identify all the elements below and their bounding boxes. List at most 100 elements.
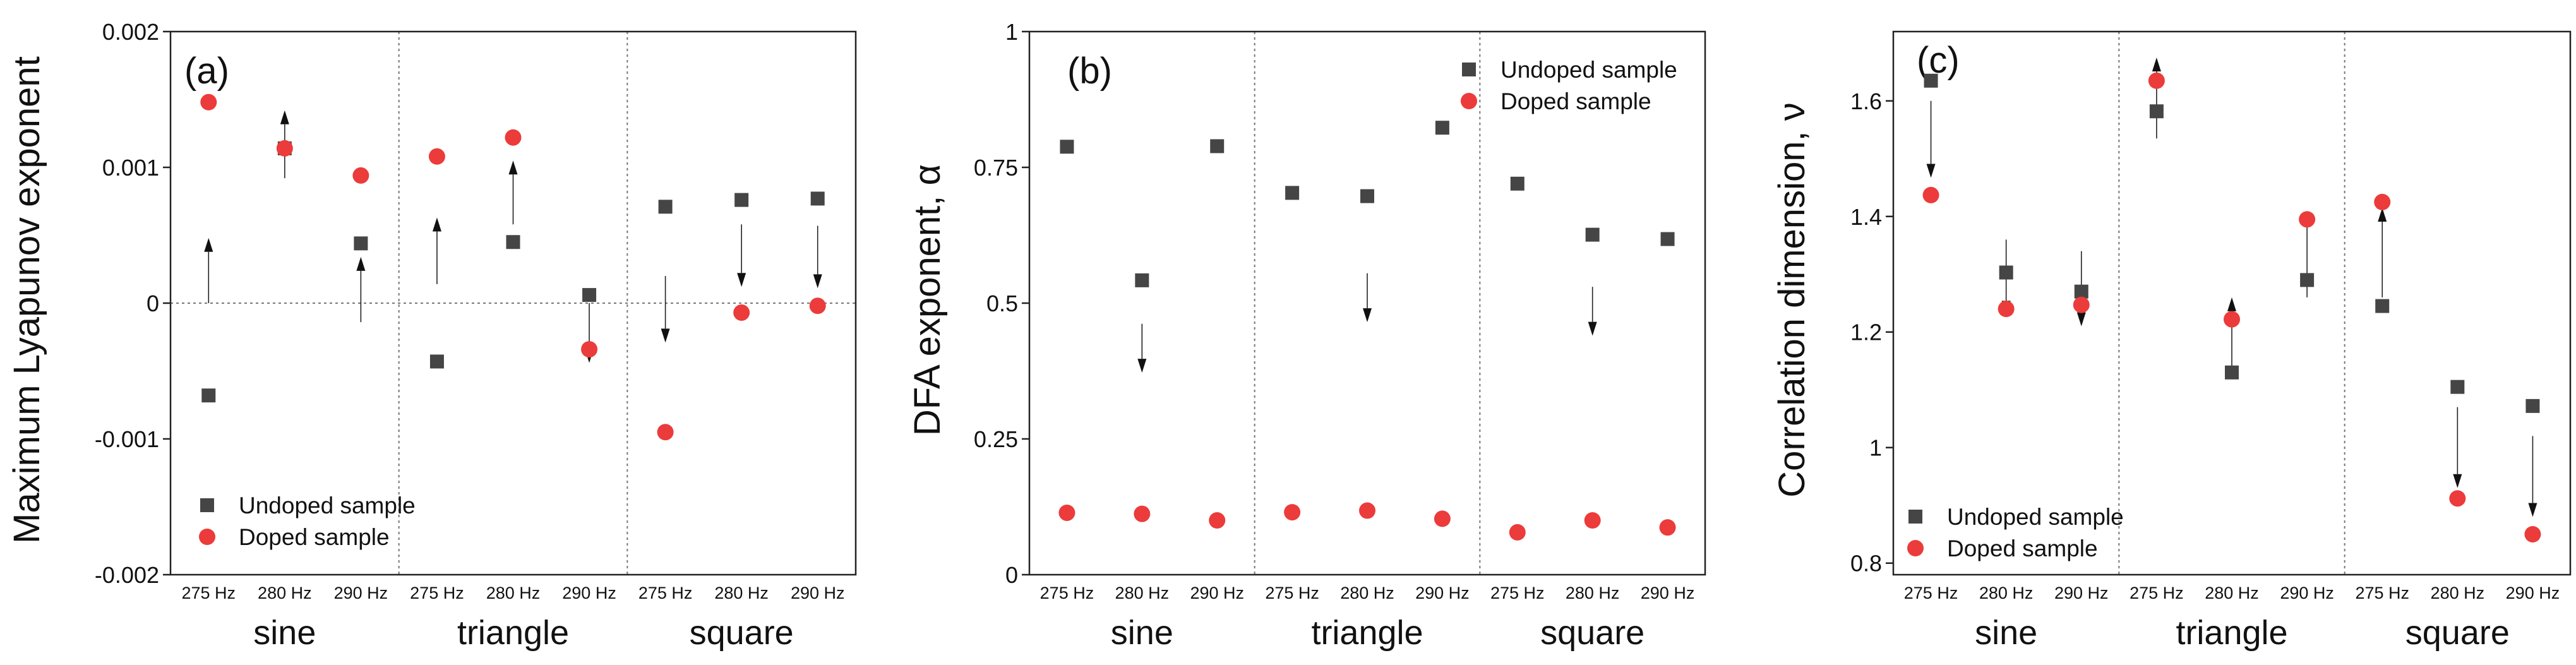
legend-square-marker xyxy=(1908,510,1922,524)
doped-point xyxy=(1584,512,1601,529)
x-category-label: 290 Hz xyxy=(1641,584,1695,602)
doped-point xyxy=(352,167,369,184)
undoped-point xyxy=(506,235,520,249)
change-arrowhead xyxy=(2453,474,2462,488)
y-tick-label: 0 xyxy=(147,291,159,316)
x-category-label: 290 Hz xyxy=(1415,584,1470,602)
undoped-point xyxy=(2375,299,2390,313)
legend-label: Undoped sample xyxy=(239,493,416,518)
undoped-point xyxy=(2300,273,2315,287)
doped-point xyxy=(2073,296,2090,313)
change-arrowhead xyxy=(1588,321,1597,336)
legend-label: Doped sample xyxy=(1947,536,2098,561)
undoped-point xyxy=(429,354,444,369)
doped-point xyxy=(428,148,445,165)
y-tick-label: 0.75 xyxy=(974,155,1018,181)
y-tick-label: 0.002 xyxy=(102,19,159,45)
x-category-label: 275 Hz xyxy=(181,584,236,602)
x-group-label: sine xyxy=(1111,614,1173,652)
undoped-point xyxy=(810,191,825,206)
x-category-label: 275 Hz xyxy=(1040,584,1094,602)
legend: Undoped sample Doped sample xyxy=(1461,57,1677,114)
doped-point xyxy=(1209,512,1226,529)
x-category-label: 280 Hz xyxy=(714,584,769,602)
legend: Undoped sample Doped sample xyxy=(1907,504,2124,561)
y-tick-label: 1 xyxy=(1869,435,1882,461)
change-arrowhead xyxy=(432,217,441,232)
y-tick-label: 0.8 xyxy=(1850,551,1882,577)
x-group-label: square xyxy=(690,614,794,652)
x-category-label: 280 Hz xyxy=(258,584,312,602)
panel-c: 0.8 1 1.2 1.4 1.6 Correlation dimension, ν 275… xyxy=(1771,30,2572,652)
y-axis-title: Maximum Lyapunov exponent xyxy=(6,56,47,544)
x-group-label: square xyxy=(1540,614,1644,652)
undoped-point xyxy=(1924,73,1938,88)
undoped-point xyxy=(1135,273,1149,287)
x-category-label: 275 Hz xyxy=(410,584,464,602)
x-category-label: 290 Hz xyxy=(2054,584,2109,602)
x-category-label: 290 Hz xyxy=(562,584,616,602)
panel-label: (a) xyxy=(184,51,229,92)
x-category-label: 275 Hz xyxy=(638,584,693,602)
y-tick-label: 0.25 xyxy=(974,426,1018,452)
undoped-point xyxy=(1660,232,1675,246)
x-category-label: 275 Hz xyxy=(1265,584,1319,602)
undoped-point xyxy=(1435,121,1449,135)
undoped-point xyxy=(658,200,673,214)
legend-label: Undoped sample xyxy=(1947,504,2124,530)
undoped-point xyxy=(1360,189,1374,203)
y-tick-label: 0.5 xyxy=(986,291,1018,316)
change-arrowhead xyxy=(508,160,518,175)
undoped-point xyxy=(2225,365,2239,380)
plot-frame xyxy=(1892,30,2572,576)
doped-point xyxy=(2148,72,2165,89)
legend: Undoped sample Doped sample xyxy=(199,493,416,550)
x-category-label: 280 Hz xyxy=(2431,584,2485,602)
doped-point xyxy=(1284,504,1301,521)
y-axis-title: DFA exponent, α xyxy=(907,164,948,436)
y-tick-label: 1 xyxy=(1005,19,1018,45)
legend-circle-marker xyxy=(199,529,215,545)
doped-point xyxy=(2224,311,2240,328)
doped-point xyxy=(1509,524,1526,541)
undoped-point xyxy=(2074,284,2088,299)
undoped-point xyxy=(1999,265,2013,280)
panel-label: (b) xyxy=(1067,51,1112,92)
x-category-label: 280 Hz xyxy=(486,584,541,602)
x-category-label: 275 Hz xyxy=(1490,584,1545,602)
x-category-label: 290 Hz xyxy=(1190,584,1244,602)
doped-point xyxy=(1359,502,1375,519)
legend-circle-marker xyxy=(1907,540,1924,556)
doped-point xyxy=(2374,193,2391,210)
change-arrowhead xyxy=(737,273,746,287)
legend-label: Undoped sample xyxy=(1501,57,1677,83)
undoped-point xyxy=(1285,186,1300,200)
x-category-label: 280 Hz xyxy=(2205,584,2259,602)
x-group-label: sine xyxy=(1975,614,2037,652)
y-axis-title: Correlation dimension, ν xyxy=(1771,102,1812,497)
legend-square-marker xyxy=(200,498,214,512)
doped-point xyxy=(2299,211,2316,228)
change-arrowhead xyxy=(661,328,670,343)
x-group-label: triangle xyxy=(1311,614,1423,652)
undoped-point xyxy=(734,193,749,207)
undoped-point xyxy=(1585,227,1600,242)
undoped-point xyxy=(582,288,597,303)
change-arrowhead xyxy=(280,110,289,124)
legend-label: Doped sample xyxy=(239,524,390,550)
panel-label: (c) xyxy=(1917,40,1960,81)
change-arrowhead xyxy=(356,256,366,271)
doped-point xyxy=(2449,490,2466,507)
y-tick-label: 1.2 xyxy=(1850,320,1882,345)
doped-point xyxy=(733,304,750,321)
doped-point xyxy=(200,93,217,111)
change-arrowhead xyxy=(1363,308,1372,323)
x-category-label: 290 Hz xyxy=(2280,584,2334,602)
y-tick-label: -0.002 xyxy=(95,562,159,588)
y-tick-label: 0.001 xyxy=(102,155,159,181)
legend-circle-marker xyxy=(1461,93,1477,109)
x-category-label: 280 Hz xyxy=(1340,584,1394,602)
undoped-point xyxy=(2450,380,2465,394)
doped-point xyxy=(657,424,674,441)
